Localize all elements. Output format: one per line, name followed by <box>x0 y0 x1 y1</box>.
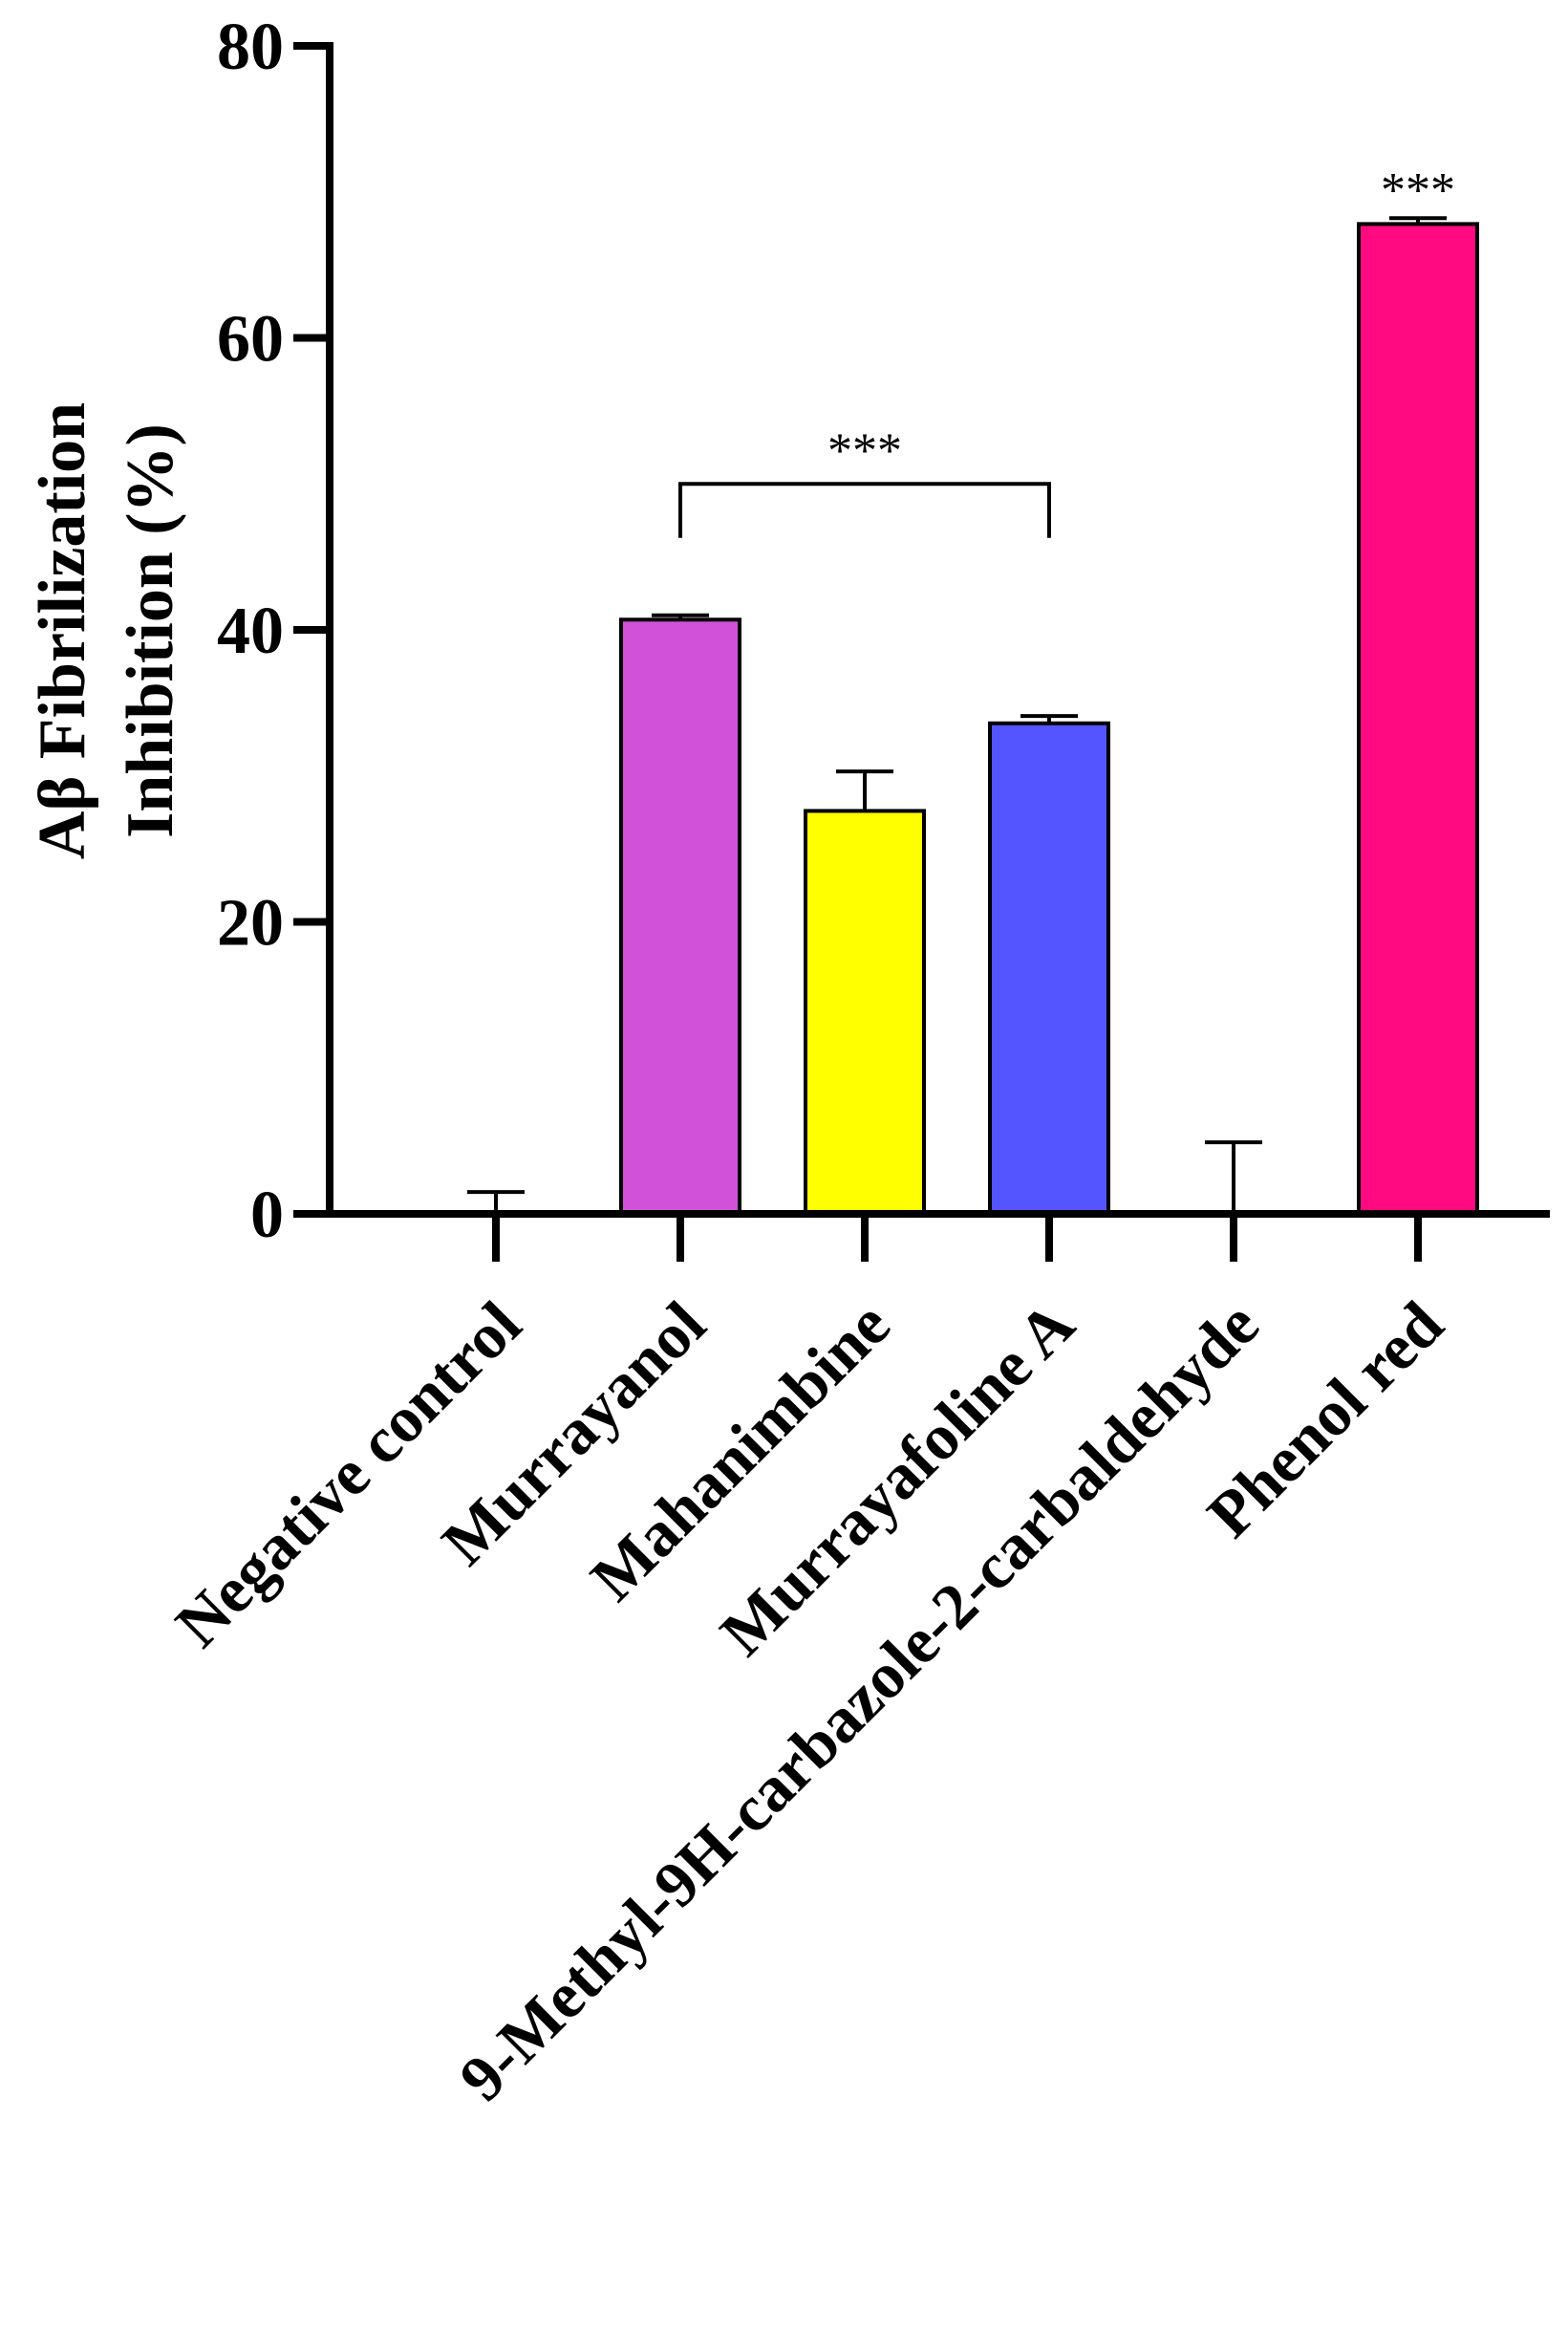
y-tick-label-0: 0 <box>250 1179 284 1252</box>
y-tick-label-60: 60 <box>217 303 284 377</box>
bar-murrayafoline-a <box>988 721 1110 1216</box>
x-tick-label-negative-control: Negative control <box>161 1287 535 1661</box>
bar-murrayanol <box>619 617 741 1216</box>
y-tick-label-80: 80 <box>217 11 284 84</box>
y-axis-title-line-2: Inhibition (%) <box>114 423 187 838</box>
significance-star-phenol-red: *** <box>1381 163 1455 218</box>
y-tick-label-20: 20 <box>217 887 284 961</box>
y-axis-title-line-1: Aβ Fibrilization <box>26 402 99 859</box>
bar-mahanimbine <box>804 809 926 1216</box>
significance-bracket-label: *** <box>827 423 902 478</box>
axes-layer: 0 20 40 60 80 <box>217 11 1550 1262</box>
y-tick-label-40: 40 <box>217 595 284 668</box>
significance-bracket <box>678 482 1051 538</box>
error-bars-layer <box>467 216 1447 1214</box>
annotations-layer: *** *** <box>678 163 1455 538</box>
bar-phenol-red <box>1357 222 1479 1217</box>
